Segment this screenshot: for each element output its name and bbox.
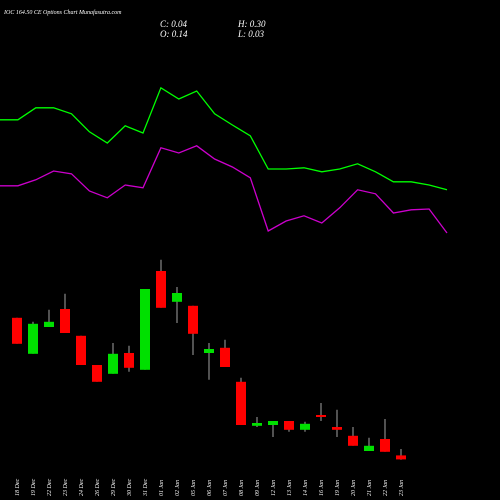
x-tick-label: 02 Jan [175, 480, 181, 496]
candle-body [380, 439, 390, 452]
candle-body [92, 365, 102, 382]
x-tick-label: 30 Dec [127, 479, 133, 497]
candle-body [172, 293, 182, 302]
candle-body [252, 423, 262, 426]
x-tick-label: 14 Jan [302, 480, 309, 496]
x-tick-label: 16 Jan [319, 480, 325, 496]
candle-body [268, 421, 278, 425]
x-tick-label: 23 Jan [399, 480, 405, 496]
x-tick-label: 06 Jan [207, 480, 213, 496]
x-tick-label: 29 Dec [111, 479, 117, 496]
candle-body [108, 353, 118, 374]
candle-body [188, 305, 198, 334]
x-tick-label: 18 Dec [15, 479, 21, 496]
candle-body [316, 415, 326, 417]
x-tick-label: 23 Dec [63, 479, 69, 496]
candle-body [348, 435, 358, 446]
x-tick-label: 09 Jan [255, 480, 261, 496]
low-label: L: 0.03 [237, 29, 265, 39]
candle-body [60, 309, 70, 333]
x-tick-label: 26 Dec [95, 479, 101, 496]
x-tick-label: 07 Jan [223, 480, 229, 496]
open-label: O: 0.14 [160, 29, 188, 39]
candle-body [204, 349, 214, 353]
candle-body [44, 321, 54, 327]
candle-body [300, 423, 310, 430]
x-tick-label: 22 Jan [383, 480, 389, 496]
candle-body [220, 347, 230, 367]
chart-title: IOC 164.50 CE Options Chart Munafasutra.… [3, 9, 122, 16]
indicator-line [0, 145, 448, 234]
x-tick-label: 24 Dec [78, 479, 85, 496]
candle-body [156, 271, 166, 308]
candle-body [332, 427, 342, 430]
high-label: H: 0.30 [237, 19, 266, 29]
x-tick-label: 20 Jan [351, 480, 357, 496]
candle-body [124, 353, 134, 368]
close-label: C: 0.04 [160, 19, 188, 29]
candle-body [12, 317, 22, 344]
x-tick-label: 19 Dec [31, 479, 37, 496]
candle-body [236, 381, 246, 425]
x-tick-label: 08 Jan [239, 480, 245, 496]
candle-body [284, 421, 294, 430]
candle-body [28, 323, 38, 354]
x-tick-label: 21 Jan [367, 480, 373, 496]
candle-body [140, 289, 150, 370]
x-tick-label: 13 Jan [287, 480, 293, 496]
x-tick-label: 12 Jan [271, 480, 277, 496]
x-tick-label: 05 Jan [191, 480, 197, 496]
x-tick-label: 22 Dec [47, 479, 53, 496]
candle-body [76, 335, 86, 365]
candle-body [364, 445, 374, 451]
x-tick-label: 19 Jan [335, 480, 341, 496]
x-tick-label: 01 Jan [159, 480, 165, 496]
indicator-line [0, 86, 448, 191]
x-tick-label: 31 Dec [143, 479, 149, 497]
candle-body [396, 455, 406, 460]
